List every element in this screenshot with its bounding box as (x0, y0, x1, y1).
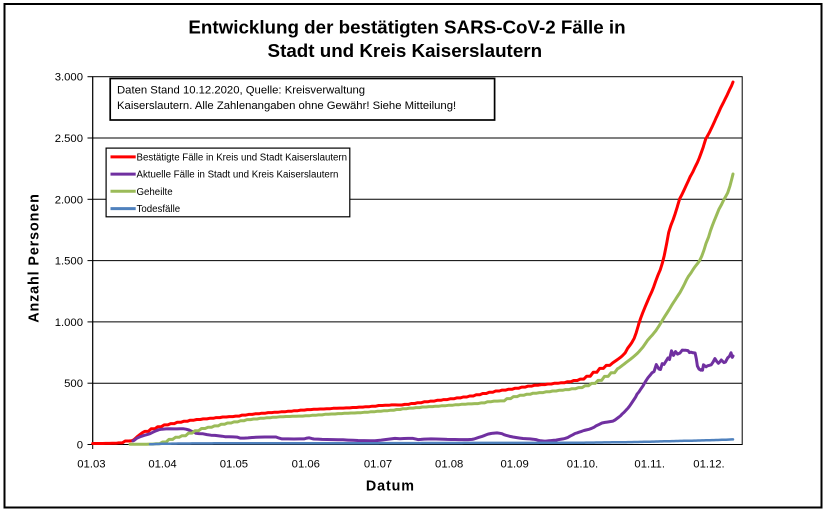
svg-text:500: 500 (64, 378, 83, 390)
svg-text:Datum: Datum (366, 479, 415, 495)
svg-text:0: 0 (77, 440, 83, 452)
svg-text:2.500: 2.500 (55, 133, 83, 145)
svg-text:01.12.: 01.12. (693, 459, 724, 471)
svg-text:Bestätigte Fälle in Kreis und: Bestätigte Fälle in Kreis und Stadt Kais… (137, 153, 348, 164)
svg-text:3.000: 3.000 (55, 72, 83, 84)
svg-text:Daten Stand 10.12.2020, Quelle: Daten Stand 10.12.2020, Quelle: Kreisver… (117, 85, 365, 97)
svg-text:Todesfälle: Todesfälle (137, 204, 181, 215)
svg-text:Anzahl Personen: Anzahl Personen (27, 193, 43, 323)
svg-text:Kaiserslautern. Alle Zahlenang: Kaiserslautern. Alle Zahlenangaben ohne … (117, 100, 456, 112)
svg-text:01.03: 01.03 (77, 459, 105, 471)
svg-text:2.000: 2.000 (55, 194, 83, 206)
svg-text:01.07: 01.07 (364, 459, 392, 471)
svg-text:Aktuelle Fälle in Stadt und Kr: Aktuelle Fälle in Stadt und Kreis Kaiser… (137, 170, 339, 181)
svg-text:01.06: 01.06 (292, 459, 320, 471)
svg-text:01.09: 01.09 (500, 459, 528, 471)
svg-text:Geheilte: Geheilte (137, 187, 173, 198)
svg-text:Stadt und Kreis Kaiserslautern: Stadt und Kreis Kaiserslautern (268, 40, 543, 61)
svg-text:01.05: 01.05 (220, 459, 248, 471)
svg-text:01.10.: 01.10. (567, 459, 598, 471)
svg-text:01.11.: 01.11. (634, 459, 665, 471)
svg-text:Entwicklung der bestätigten SA: Entwicklung der bestätigten SARS-CoV-2 F… (188, 16, 625, 37)
svg-text:1.000: 1.000 (55, 317, 83, 329)
svg-text:01.04: 01.04 (148, 459, 176, 471)
svg-text:1.500: 1.500 (55, 256, 83, 268)
svg-text:01.08: 01.08 (435, 459, 463, 471)
